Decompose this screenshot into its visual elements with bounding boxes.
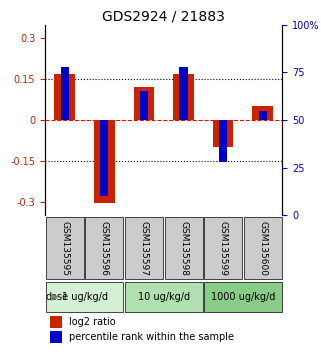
Text: GSM135599: GSM135599 [219, 221, 228, 275]
FancyBboxPatch shape [204, 282, 282, 312]
FancyBboxPatch shape [46, 217, 84, 279]
Bar [50, 331, 62, 343]
Bar [179, 67, 188, 120]
Text: GSM135595: GSM135595 [60, 221, 69, 275]
Text: 10 ug/kg/d: 10 ug/kg/d [138, 292, 190, 302]
FancyBboxPatch shape [164, 217, 203, 279]
FancyBboxPatch shape [244, 217, 282, 279]
Bar [213, 120, 233, 147]
Text: percentile rank within the sample: percentile rank within the sample [69, 332, 234, 342]
Bar [54, 74, 75, 120]
Bar [252, 107, 273, 120]
Text: 1000 ug/kg/d: 1000 ug/kg/d [211, 292, 275, 302]
Text: GSM135596: GSM135596 [100, 221, 109, 275]
Text: GSM135598: GSM135598 [179, 221, 188, 275]
Bar [258, 110, 267, 120]
FancyBboxPatch shape [85, 217, 123, 279]
Bar [173, 74, 194, 120]
Bar [61, 67, 69, 120]
Title: GDS2924 / 21883: GDS2924 / 21883 [102, 10, 225, 24]
Bar [94, 120, 115, 203]
Text: log2 ratio: log2 ratio [69, 318, 115, 327]
Text: dose: dose [46, 292, 69, 302]
FancyBboxPatch shape [204, 217, 242, 279]
Bar [50, 316, 62, 329]
Bar [134, 87, 154, 120]
Text: 1 ug/kg/d: 1 ug/kg/d [62, 292, 108, 302]
Bar [100, 120, 108, 196]
Text: GSM135597: GSM135597 [139, 221, 148, 275]
Bar [140, 91, 148, 120]
Text: GSM135600: GSM135600 [258, 221, 267, 275]
Bar [219, 120, 227, 162]
FancyBboxPatch shape [125, 282, 203, 312]
FancyBboxPatch shape [125, 217, 163, 279]
FancyBboxPatch shape [46, 282, 123, 312]
